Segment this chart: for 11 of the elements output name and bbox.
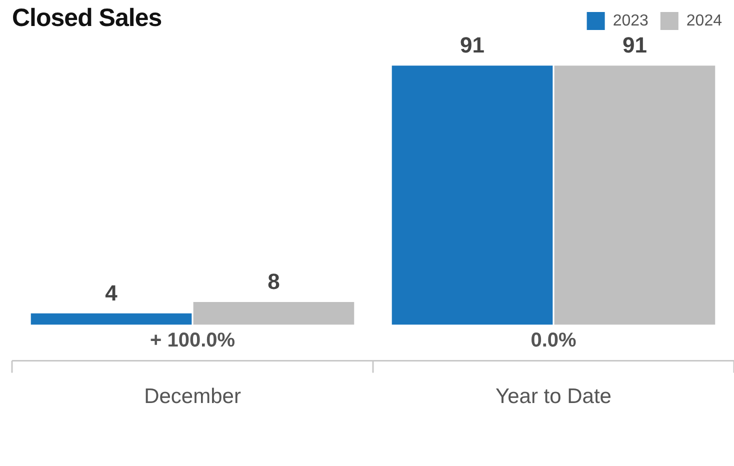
legend-label: 2023 [612,12,649,30]
text: 0.0% [530,329,577,352]
x-tick-label: December [144,385,241,408]
text: + 100.0% [150,329,236,352]
data-label: 91 [460,32,485,58]
chart-title: Closed Sales [12,4,162,33]
data-label: 4 [105,280,118,306]
data-label: 91 [622,32,647,58]
legend-label: 2024 [686,12,722,30]
x-tick-label: Year to Date [496,385,612,408]
data-label: 8 [268,269,280,294]
